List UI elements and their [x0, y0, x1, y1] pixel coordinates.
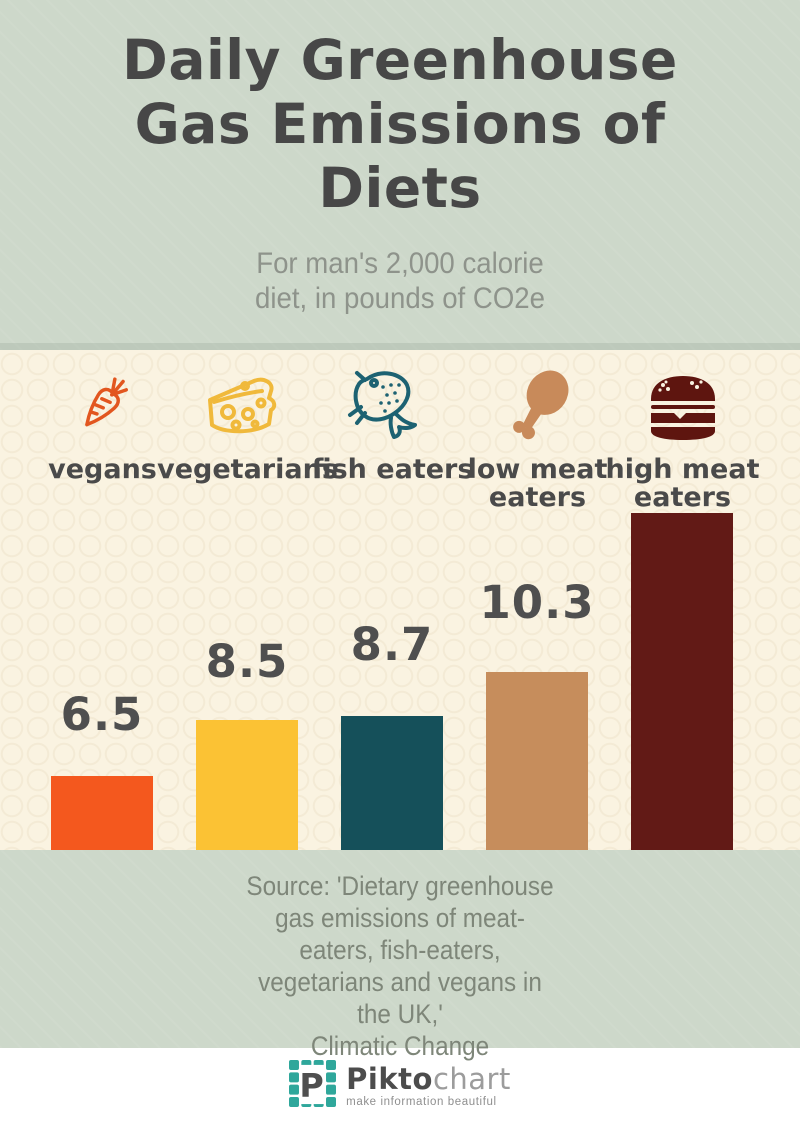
category-label-line: low meat — [467, 454, 608, 485]
title-line: Daily Greenhouse — [122, 28, 678, 92]
category-label-line: eaters — [633, 482, 732, 513]
brand-tagline: make information beautiful — [346, 1095, 497, 1108]
footer: P Piktochart make information beautiful — [0, 1048, 800, 1123]
source-line: Source: 'Dietary greenhouse — [246, 871, 554, 901]
subtitle-line: diet, in pounds of CO2e — [254, 282, 546, 315]
source-section: Source: 'Dietary greenhouse gas emission… — [0, 850, 800, 1061]
page-title: Daily Greenhouse Gas Emissions of Diets — [0, 0, 800, 220]
title-line: Gas Emissions of — [134, 92, 666, 156]
bar-low-meat-eaters — [486, 672, 588, 850]
category-column-vegans: vegans — [30, 364, 175, 512]
header-section: Daily Greenhouse Gas Emissions of Diets … — [0, 0, 800, 350]
subtitle: For man's 2,000 calorie diet, in pounds … — [32, 246, 768, 316]
piktochart-wordmark: Piktochart make information beautiful — [346, 1064, 511, 1108]
category-label: fish eaters — [312, 456, 474, 484]
category-label-line: vegetarians — [157, 454, 338, 485]
bar-fish-eaters — [341, 716, 443, 850]
category-column-low-meat-eaters: low meat eaters — [465, 364, 610, 512]
piktochart-logo-icon: P — [289, 1060, 337, 1111]
source-line: vegetarians and vegans in — [258, 967, 542, 997]
source-line: the UK,' — [357, 999, 443, 1029]
category-column-high-meat-eaters: high meat eaters — [606, 364, 760, 512]
value-label-vegetarians: 8.5 — [205, 635, 289, 688]
burger-icon — [646, 364, 720, 452]
cheese-icon — [198, 364, 298, 452]
category-label-line: fish eaters — [311, 454, 474, 485]
bar-vegetarians — [196, 720, 298, 850]
brand-name-bold: Pikto — [346, 1061, 433, 1096]
category-label: high meat eaters — [606, 456, 760, 512]
fish-icon — [343, 364, 443, 452]
drumstick-icon — [498, 364, 578, 452]
category-column-vegetarians: vegetarians — [157, 364, 338, 512]
category-label: low meat eaters — [468, 456, 608, 512]
value-label-low-meat-eaters: 10.3 — [479, 576, 595, 629]
svg-text:P: P — [299, 1066, 323, 1105]
category-label-line: high meat — [605, 454, 760, 485]
category-row: vegans vegetarians — [0, 350, 800, 512]
category-column-fish-eaters: fish eaters — [312, 364, 473, 512]
category-label-line: vegans — [48, 454, 157, 485]
title-line: Diets — [318, 156, 482, 220]
source-line: Climatic Change — [310, 1031, 490, 1061]
brand-name-light: chart — [432, 1061, 511, 1096]
bar-chart: vegans vegetarians — [0, 350, 800, 850]
category-label: vegans — [48, 456, 157, 484]
value-label-vegans: 6.5 — [60, 688, 144, 741]
source-line: eaters, fish-eaters, — [299, 935, 501, 965]
category-label-line: eaters — [488, 482, 587, 513]
carrot-icon — [64, 364, 142, 452]
subtitle-line: For man's 2,000 calorie — [256, 247, 544, 280]
source-citation: Source: 'Dietary greenhouse gas emission… — [40, 850, 760, 1062]
bar-high-meat-eaters — [631, 513, 733, 850]
source-line: gas emissions of meat- — [275, 903, 525, 933]
category-label: vegetarians — [157, 456, 338, 484]
piktochart-logo[interactable]: P Piktochart make information beautiful — [289, 1060, 511, 1111]
bar-vegans — [51, 776, 153, 850]
value-label-fish-eaters: 8.7 — [350, 618, 434, 671]
